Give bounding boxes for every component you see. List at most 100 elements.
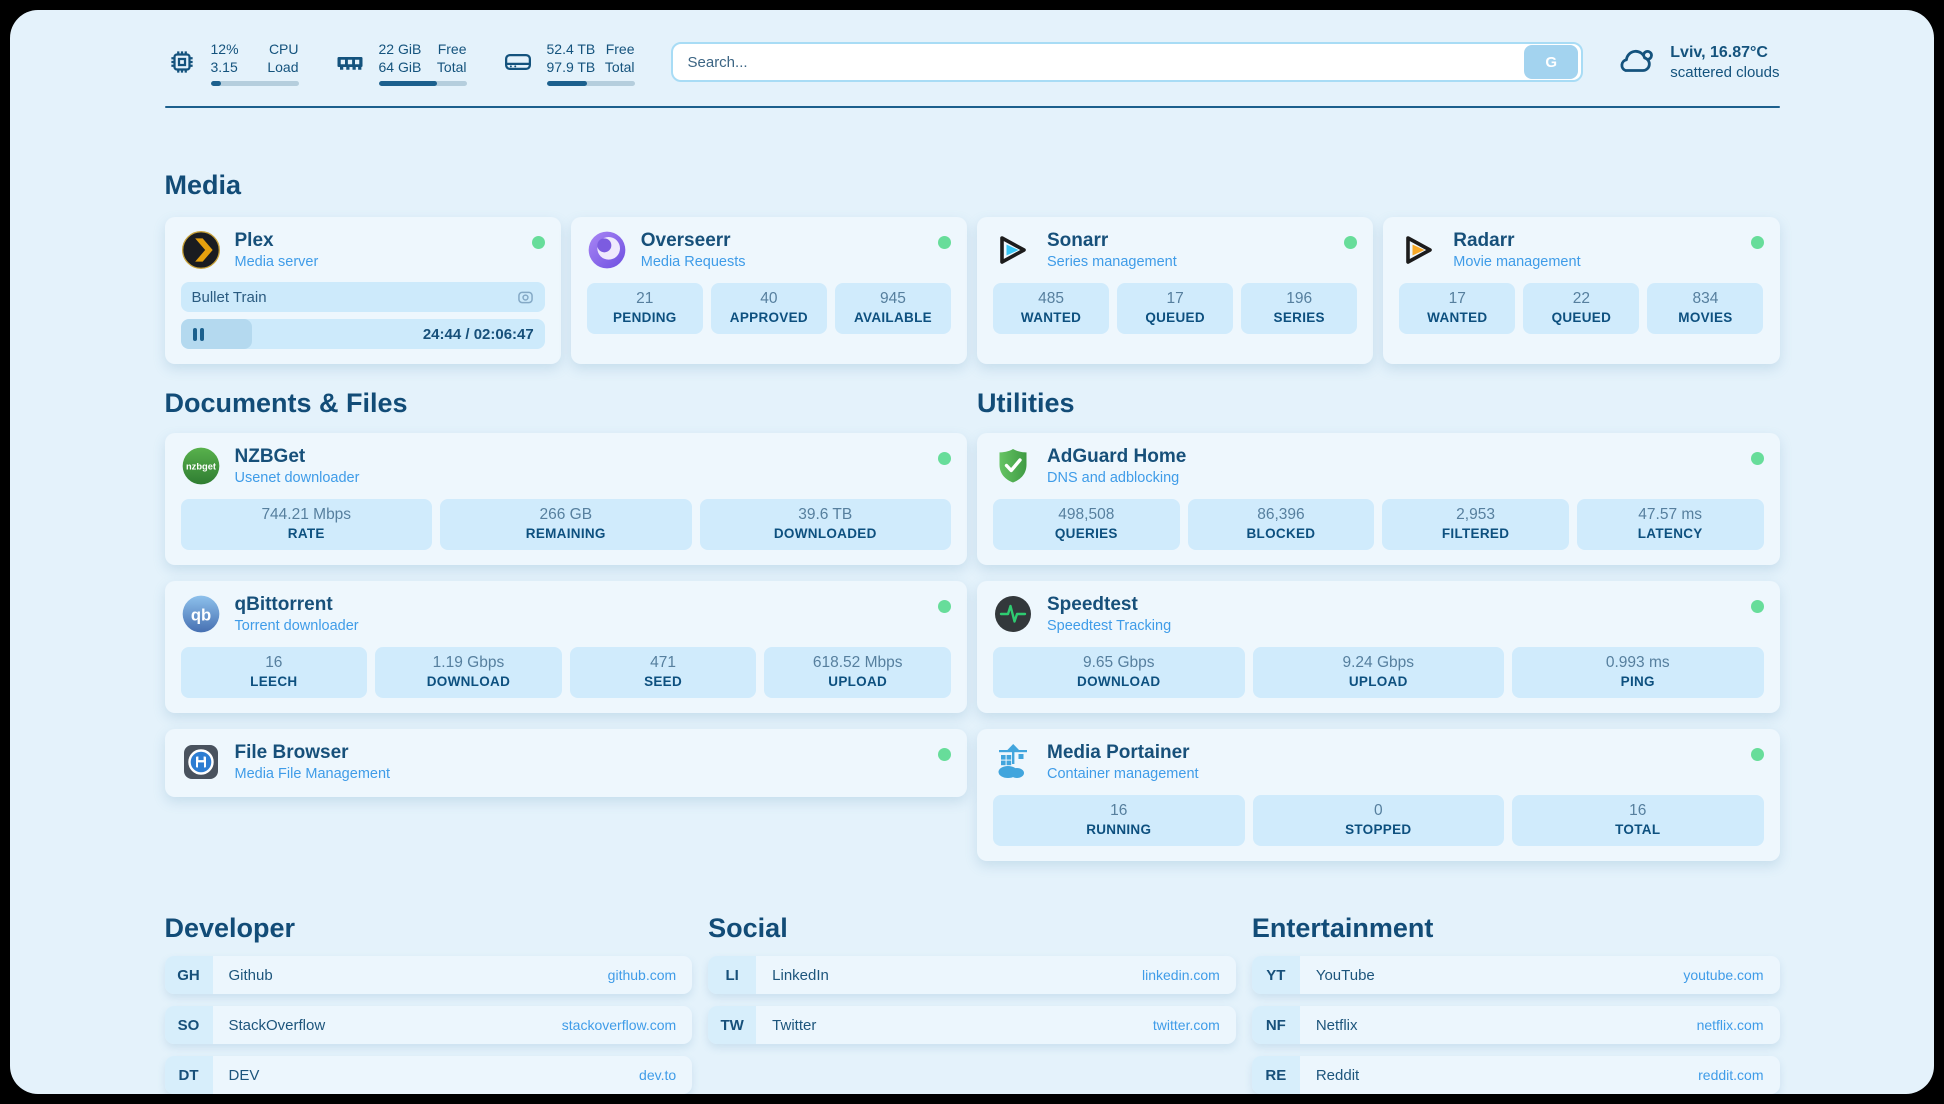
- status-badge: [1750, 452, 1764, 466]
- ram-total-value: 64 GiB: [378, 59, 422, 76]
- section-title-media: Media: [164, 170, 242, 201]
- stat-queued: 22 QUEUED: [1523, 283, 1640, 335]
- weather-location-temp: Lviv, 16.87°C: [1670, 43, 1768, 61]
- link-abbr-badge: YT: [1251, 956, 1300, 995]
- status-badge: [531, 236, 545, 250]
- stat-rate: 744.21 Mbps RATE: [180, 499, 432, 551]
- status-badge: [938, 600, 951, 614]
- search-bar: G: [670, 42, 1584, 83]
- link-dev[interactable]: DT DEV dev.to: [164, 1056, 693, 1094]
- link-github[interactable]: GH Github github.com: [164, 956, 693, 995]
- disk-free-value: 52.4 TB: [546, 41, 596, 57]
- service-name: File Browser: [234, 742, 349, 764]
- stat-ping: 0.993 ms PING: [1512, 647, 1764, 699]
- status-badge: [1750, 236, 1764, 250]
- link-abbr-badge: LI: [708, 956, 757, 995]
- service-card-qbittorrent[interactable]: qb qBittorrent Torrent downloader 16 LEEC…: [164, 581, 967, 714]
- topbar-divider: [164, 106, 1780, 109]
- link-abbr-badge: DT: [164, 1056, 213, 1094]
- stat-series: 196 SERIES: [1241, 283, 1358, 335]
- service-subtitle: Movie management: [1453, 254, 1581, 271]
- stat-upload: 618.52 Mbps UPLOAD: [764, 647, 951, 699]
- link-abbr-badge: SO: [164, 1006, 213, 1045]
- cpu-label: CPU: [268, 41, 299, 57]
- section-title-documents: Documents & Files: [164, 388, 408, 419]
- weather-condition: scattered clouds: [1670, 63, 1780, 81]
- stat-remaining: 266 GB REMAINING: [440, 499, 692, 551]
- service-card-adguard[interactable]: AdGuard Home DNS and adblocking 498,508 Q…: [977, 433, 1780, 566]
- link-stackoverflow[interactable]: SO StackOverflow stackoverflow.com: [164, 1006, 693, 1045]
- status-badge: [1750, 748, 1764, 762]
- nzbget-icon: nzbget: [181, 446, 221, 486]
- stat-movies: 834 MOVIES: [1647, 283, 1764, 335]
- stat-total: 16 TOTAL: [1512, 795, 1764, 847]
- link-abbr-badge: NF: [1251, 1006, 1300, 1045]
- adguard-icon: [993, 446, 1033, 486]
- service-subtitle: Speedtest Tracking: [1047, 618, 1172, 635]
- status-badge: [1344, 236, 1358, 250]
- now-playing-title: Bullet Train: [191, 288, 267, 306]
- ram-progress-bar: [378, 81, 467, 87]
- search-input[interactable]: [672, 53, 1525, 71]
- stat-queries: 498,508 QUERIES: [993, 499, 1180, 551]
- cpu-stat: 12% CPU 3.15 Load: [165, 38, 299, 87]
- service-subtitle: Media Requests: [640, 254, 746, 271]
- link-youtube[interactable]: YT YouTube youtube.com: [1251, 956, 1780, 995]
- playback-progress-bar: 24:44 / 02:06:47: [180, 319, 545, 350]
- link-reddit[interactable]: RE Reddit reddit.com: [1251, 1056, 1780, 1094]
- stat-running: 16 RUNNING: [993, 795, 1245, 847]
- stat-upload: 9.24 Gbps UPLOAD: [1252, 647, 1504, 699]
- weather-widget[interactable]: Lviv, 16.87°C scattered clouds: [1615, 43, 1780, 82]
- stat-blocked: 86,396 BLOCKED: [1187, 499, 1375, 551]
- service-card-portainer[interactable]: Media Portainer Container management 16 R…: [977, 729, 1780, 862]
- svg-text:qb: qb: [190, 606, 210, 625]
- svg-text:nzbget: nzbget: [185, 462, 215, 472]
- radarr-icon: [1399, 230, 1439, 270]
- service-card-speedtest[interactable]: Speedtest Speedtest Tracking 9.65 Gbps DO…: [977, 581, 1780, 714]
- link-linkedin[interactable]: LI LinkedIn linkedin.com: [708, 956, 1236, 995]
- stat-wanted: 485 WANTED: [993, 283, 1110, 335]
- speedtest-icon: [993, 594, 1033, 634]
- stat-leech: 16 LEECH: [180, 647, 368, 699]
- top-bar: 12% CPU 3.15 Load 22 GiB Free 64 GiB Total: [165, 38, 1780, 87]
- link-twitter[interactable]: TW Twitter twitter.com: [708, 1006, 1236, 1045]
- system-stats: 12% CPU 3.15 Load 22 GiB Free 64 GiB Total: [165, 38, 635, 87]
- section-title-entertainment: Entertainment: [1251, 913, 1434, 944]
- filebrowser-icon: [181, 742, 221, 782]
- plex-icon: [181, 230, 221, 270]
- service-card-nzbget[interactable]: nzbget NZBGet Usenet downloader 744.21 M…: [164, 433, 967, 566]
- service-card-radarr[interactable]: Radarr Movie management 17 WANTED 22 QUEUE…: [1383, 217, 1780, 365]
- cpu-progress-bar: [210, 81, 299, 87]
- service-subtitle: Container management: [1047, 766, 1199, 783]
- links-column-developer: Developer GH Github github.com SO StackO…: [164, 913, 693, 1094]
- link-abbr-badge: RE: [1251, 1056, 1300, 1094]
- search-engine-button[interactable]: G: [1524, 45, 1579, 80]
- portainer-icon: [993, 742, 1033, 782]
- disk-free-label: Free: [605, 41, 635, 57]
- service-name: qBittorrent: [234, 594, 333, 616]
- service-card-sonarr[interactable]: Sonarr Series management 485 WANTED 17 QUE…: [977, 217, 1374, 365]
- stat-seed: 471 SEED: [569, 647, 757, 699]
- stat-pending: 21 PENDING: [586, 283, 703, 335]
- link-netflix[interactable]: NF Netflix netflix.com: [1251, 1006, 1780, 1045]
- section-title-utilities: Utilities: [977, 388, 1075, 419]
- service-name: Radarr: [1453, 230, 1515, 252]
- service-subtitle: Media server: [234, 254, 319, 271]
- stat-available: 945 AVAILABLE: [834, 283, 951, 335]
- cpu-usage-value: 12%: [210, 41, 239, 57]
- service-card-plex[interactable]: Plex Media server Bullet Train: [164, 217, 561, 365]
- service-card-filebrowser[interactable]: File Browser Media File Management: [164, 729, 967, 798]
- cpu-load-label: Load: [267, 59, 299, 76]
- cpu-icon: [165, 38, 199, 86]
- service-card-overseerr[interactable]: Overseerr Media Requests 21 PENDING 40 APP…: [570, 217, 967, 365]
- links-column-entertainment: Entertainment YT YouTube youtube.com NF …: [1251, 913, 1780, 1094]
- disk-total-value: 97.9 TB: [546, 59, 596, 76]
- plex-now-playing-widget: Bullet Train 24:44 / 02:06:47: [180, 282, 545, 350]
- status-badge: [938, 452, 951, 466]
- service-name: Overseerr: [640, 230, 731, 252]
- service-subtitle: Usenet downloader: [234, 470, 360, 487]
- link-abbr-badge: GH: [164, 956, 213, 995]
- stat-filtered: 2,953 FILTERED: [1382, 499, 1569, 551]
- ram-free-value: 22 GiB: [378, 41, 422, 57]
- documents-column: Documents & Files nzbget NZBGet Usenet d…: [164, 388, 967, 813]
